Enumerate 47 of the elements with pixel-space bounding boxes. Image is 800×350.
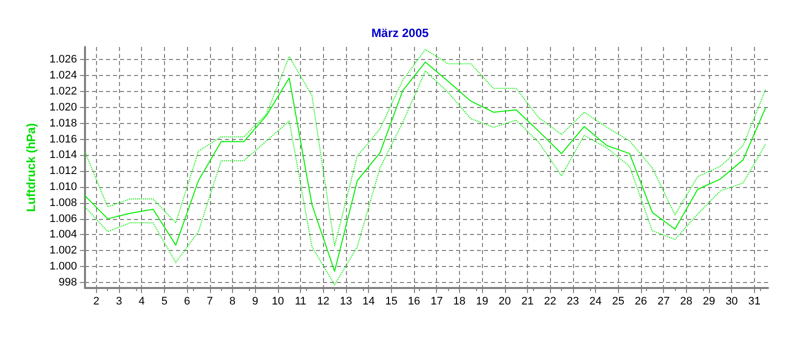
x-tick-label: 14 — [362, 296, 375, 308]
x-tick-label: 18 — [453, 296, 466, 308]
x-tick-label: 4 — [138, 296, 145, 308]
x-tick-label: 19 — [476, 296, 488, 308]
x-tick-label: 22 — [544, 296, 556, 308]
x-tick-label: 5 — [161, 296, 168, 308]
y-tick-label: 1.024 — [49, 70, 77, 82]
x-tick-label: 29 — [702, 296, 716, 308]
x-tick-label: 7 — [206, 296, 213, 308]
x-tick-label: 31 — [748, 296, 761, 308]
x-tick-label: 2 — [93, 296, 100, 308]
y-tick-label: 1.020 — [49, 101, 77, 114]
x-tick-label: 17 — [430, 296, 443, 308]
x-tick-label: 13 — [340, 296, 352, 308]
chart-title: März 2005 — [371, 26, 430, 40]
y-tick-label: 1.026 — [49, 54, 77, 66]
x-tick-label: 11 — [294, 296, 306, 308]
y-tick-label: 1.002 — [49, 244, 77, 257]
x-tick-label: 20 — [498, 296, 511, 308]
x-tick-label: 26 — [634, 296, 648, 308]
x-tick-label: 21 — [521, 296, 534, 308]
x-tick-label: 24 — [589, 296, 602, 308]
x-tick-label: 23 — [566, 296, 579, 308]
y-tick-label: 1.014 — [49, 149, 77, 162]
x-tick-label: 25 — [612, 296, 624, 308]
y-tick-label: 1.022 — [49, 86, 77, 98]
x-tick-label: 3 — [116, 296, 122, 308]
x-tick-label: 8 — [229, 296, 236, 308]
x-tick-label: 30 — [726, 296, 738, 308]
x-tick-label: 12 — [317, 296, 330, 308]
y-tick-label: 1.000 — [49, 260, 77, 273]
y-tick-label: 1.008 — [49, 196, 77, 209]
y-tick-label: 1.004 — [49, 228, 77, 241]
x-tick-label: 6 — [184, 296, 190, 308]
y-axis-title: Luftdruck (hPa) — [24, 123, 38, 212]
y-tick-label: 1.016 — [49, 133, 77, 146]
x-tick-label: 16 — [408, 296, 420, 308]
x-tick-label: 10 — [272, 296, 284, 308]
x-tick-label: 9 — [252, 296, 258, 308]
y-tick-label: 1.012 — [49, 165, 77, 178]
x-tick-label: 28 — [680, 296, 692, 308]
y-tick-label: 998 — [58, 276, 77, 288]
y-tick-label: 1.006 — [49, 212, 77, 225]
x-tick-label: 15 — [385, 296, 398, 308]
y-tick-label: 1.018 — [49, 117, 77, 130]
y-tick-label: 1.010 — [49, 180, 77, 193]
x-tick-label: 27 — [657, 296, 670, 308]
